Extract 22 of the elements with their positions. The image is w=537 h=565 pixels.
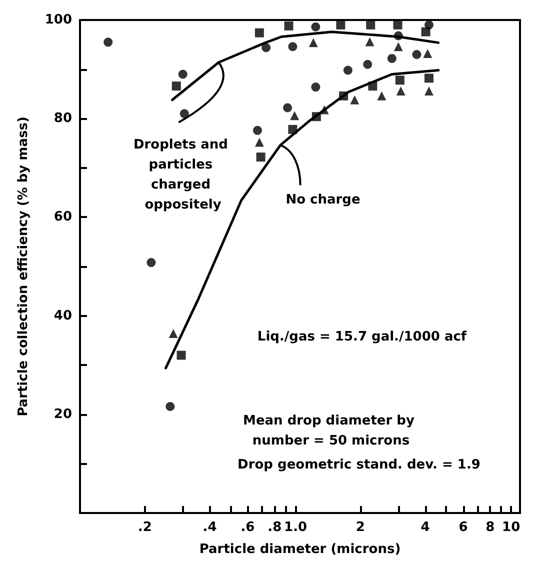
annotation: No charge [286, 192, 360, 208]
y-tick-label: 100 [44, 12, 72, 28]
x-axis-title: Particle diameter (microns) [199, 542, 401, 557]
y-axis-title: Particle collection efficiency (% by mass) [16, 116, 31, 416]
x-tick-label: 6 [458, 520, 468, 535]
y-tick-label: 40 [54, 308, 72, 324]
annotation: Mean drop diameter by number = 50 microns [243, 414, 419, 448]
annotation: Drop geometric stand. dev. = 1.9 [238, 458, 480, 472]
y-tick-label: 80 [54, 111, 72, 126]
x-tick-label: 10 [502, 520, 520, 535]
x-tick-label: .6 [240, 520, 255, 535]
x-tick-label: .2 [138, 520, 152, 535]
annotation: Liq./gas = 15.7 gal./1000 acf [257, 330, 467, 344]
x-tick-label: .4 [202, 520, 217, 535]
y-tick-label: 20 [54, 406, 72, 422]
x-tick-label: 4 [420, 520, 430, 535]
x-tick-label: 2 [356, 520, 365, 535]
annotation: Droplets and particles charged oppositely [133, 138, 233, 212]
x-tick-label: 1.0 [284, 520, 308, 535]
x-tick-label: 8 [486, 520, 495, 535]
y-tick-label: 60 [54, 210, 72, 225]
x-tick-label: .8 [268, 520, 282, 535]
